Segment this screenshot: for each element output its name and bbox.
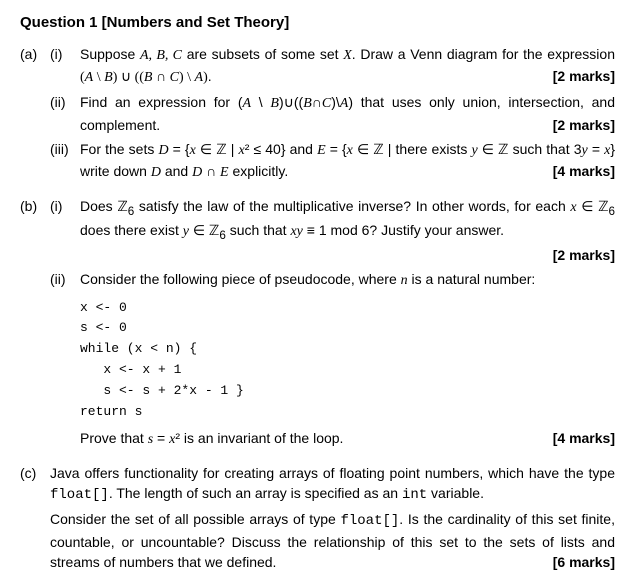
sub-label-a-ii: (ii) [50, 92, 80, 135]
content-b-ii: Consider the following piece of pseudoco… [80, 269, 615, 291]
text: variable. [427, 485, 484, 501]
expr: (A \ B) ∪ ((B ∩ C) \ A) [80, 70, 208, 85]
content-a-i: Suppose A, B, C are subsets of some set … [80, 44, 615, 89]
marks-a-ii: [2 marks] [553, 115, 615, 135]
code-line-3: while (x < n) { [80, 339, 615, 360]
text: explicitly. [229, 163, 289, 179]
text: Java offers functionality for creating a… [50, 465, 615, 481]
content-b-i: Does ℤ6 satisfy the law of the multiplic… [80, 196, 615, 266]
text: ? Justify your answer. [369, 222, 504, 238]
pseudocode-block: x <- 0 s <- 0 while (x < n) { x <- x + 1… [80, 298, 615, 423]
content-c-1: Java offers functionality for creating a… [50, 463, 615, 506]
yin: y ∈ ℤ6 [183, 222, 226, 238]
part-b-i: (b) (i) Does ℤ6 satisfy the law of the m… [20, 196, 615, 266]
sub-label-b-ii: (ii) [50, 269, 80, 291]
code-line-6: return s [80, 402, 615, 423]
text: is a natural number: [408, 271, 536, 287]
section-label-b: (b) [20, 196, 50, 266]
marks-a-iii: [4 marks] [553, 161, 615, 181]
floatarr2: float[] [340, 513, 399, 529]
setD: D = {x ∈ ℤ | x² ≤ 40} [158, 141, 285, 157]
xin: x ∈ ℤ6 [570, 198, 615, 214]
sub-label-a-iii: (iii) [50, 139, 80, 184]
text: and [161, 163, 192, 179]
part-a-iii: (iii) For the sets D = {x ∈ ℤ | x² ≤ 40}… [20, 139, 615, 184]
setE: E = {x ∈ ℤ | [317, 141, 395, 157]
part-b-ii: (ii) Consider the following piece of pse… [20, 269, 615, 291]
code-line-2: s <- 0 [80, 318, 615, 339]
spacer [20, 269, 50, 291]
spacer [20, 428, 50, 450]
int: int [402, 487, 427, 503]
text: are subsets of some set [182, 46, 343, 62]
marks-c: [6 marks] [553, 552, 615, 572]
marks-b-ii: [4 marks] [553, 428, 615, 448]
expr: (A \ B)∪((B∩C)\A) [238, 94, 353, 110]
content-c-2: Consider the set of all possible arrays … [50, 509, 615, 572]
code-line-5: s <- s + 2*x - 1 } [80, 381, 615, 402]
n: n [401, 273, 408, 288]
text: is an invariant of the loop. [180, 430, 343, 446]
part-a-ii: (ii) Find an expression for (A \ B)∪((B∩… [20, 92, 615, 135]
marks-b-i: [2 marks] [553, 245, 615, 265]
text: does there exist [80, 222, 183, 238]
spacer [20, 92, 50, 135]
part-c-1: (c) Java offers functionality for creati… [20, 463, 615, 506]
eq: s = x² [148, 430, 180, 446]
marks-a-i: [2 marks] [553, 66, 615, 86]
spacer [50, 428, 80, 450]
content-b-ii-prove: Prove that s = x² is an invariant of the… [80, 428, 615, 450]
spacer [20, 139, 50, 184]
text: Does [80, 198, 117, 214]
text: Consider the set of all possible arrays … [50, 511, 340, 527]
eq: 3y = x} [574, 141, 615, 157]
dot: . [208, 68, 212, 84]
text: satisfy the law of the multiplicative in… [134, 198, 570, 214]
text: such that [513, 141, 574, 157]
sub-label-b-i: (i) [50, 196, 80, 266]
text: such that [226, 222, 291, 238]
code-line-4: x <- x + 1 [80, 360, 615, 381]
text: write down [80, 163, 151, 179]
question-title: Question 1 [Numbers and Set Theory] [20, 12, 615, 34]
DcapE: D ∩ E [192, 163, 229, 179]
y: y ∈ ℤ [471, 141, 512, 157]
content-a-ii: Find an expression for (A \ B)∪((B∩C)\A)… [80, 92, 615, 135]
text: there exists [396, 141, 472, 157]
text: and [286, 141, 318, 157]
text: Prove that [80, 430, 148, 446]
part-c-2: Consider the set of all possible arrays … [20, 509, 615, 572]
text: For the sets [80, 141, 158, 157]
floatarr: float[] [50, 487, 109, 503]
text: . Draw a Venn diagram for the expression [352, 46, 615, 62]
spacer [20, 509, 50, 572]
section-label-a: (a) [20, 44, 50, 89]
eq: xy ≡ 1 mod 6 [290, 222, 369, 238]
Z6: ℤ6 [117, 198, 134, 214]
text: Consider the following piece of pseudoco… [80, 271, 401, 287]
part-b-ii-prove: Prove that s = x² is an invariant of the… [20, 428, 615, 450]
sub-label-a-i: (i) [50, 44, 80, 89]
code-line-1: x <- 0 [80, 298, 615, 319]
text: Suppose [80, 46, 140, 62]
content-a-iii: For the sets D = {x ∈ ℤ | x² ≤ 40} and E… [80, 139, 615, 184]
text: . The length of such an array is specifi… [109, 485, 402, 501]
text: Find an expression for [80, 94, 238, 110]
vars: A, B, C [140, 48, 182, 63]
setx: X [343, 48, 352, 63]
part-a-i: (a) (i) Suppose A, B, C are subsets of s… [20, 44, 615, 89]
D: D [151, 165, 161, 180]
section-label-c: (c) [20, 463, 50, 506]
